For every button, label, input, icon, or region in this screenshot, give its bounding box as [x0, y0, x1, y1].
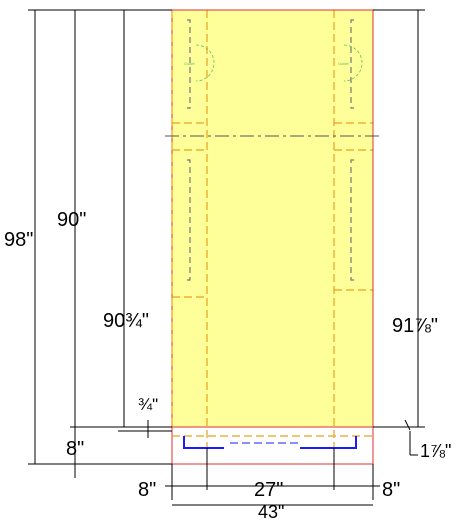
dim-overall-width: 43" — [258, 502, 284, 520]
panel-outline — [172, 9, 374, 464]
outlet-label-left: Outlet — [184, 61, 196, 66]
outlet-symbol-left: Outlet — [184, 44, 215, 82]
base-strip — [171, 426, 374, 465]
hidden-lines — [171, 10, 373, 448]
dim-inner-height: 90¾" — [103, 310, 149, 332]
dim-center-width: 27" — [254, 479, 283, 501]
outlet-label-right: Outlet — [338, 61, 350, 66]
dim-upper-height: 90" — [57, 209, 86, 231]
dim-right-small: 1⅞" — [420, 441, 451, 461]
dim-bottom-height: 8" — [66, 438, 84, 460]
hardware-slots — [187, 19, 354, 281]
dim-right-width: 8" — [382, 479, 400, 501]
outlet-symbol-right: Outlet — [338, 44, 363, 82]
dim-overall-height: 98" — [4, 229, 33, 251]
dim-right-height: 91⅞" — [392, 315, 438, 337]
dim-gap-small: ¾" — [138, 395, 158, 414]
dim-left-width: 8" — [138, 479, 156, 501]
bottom-bracket — [183, 436, 357, 449]
upper-panel — [171, 9, 374, 428]
dimension-lines — [28, 9, 425, 506]
